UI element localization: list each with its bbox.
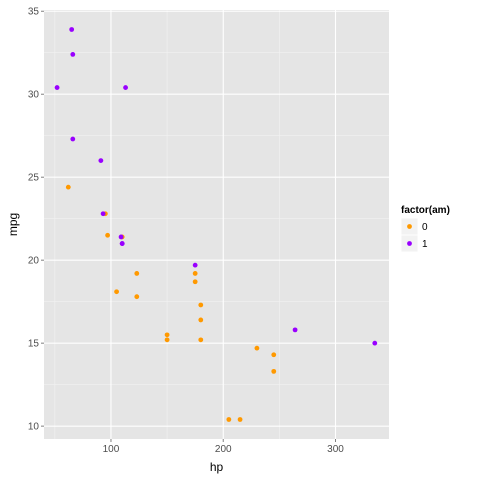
data-point-am-1: [192, 262, 198, 268]
data-point-am-1: [70, 51, 76, 57]
minor-gridlines: [44, 10, 389, 439]
x-tick-label: 300: [327, 444, 344, 455]
data-point-am-0: [192, 271, 198, 276]
legend-label-1: 1: [422, 239, 428, 250]
data-point-am-0: [237, 417, 243, 422]
legend-point-1: [407, 241, 412, 246]
data-point-am-1: [70, 136, 76, 142]
x-axis-title: hp: [210, 460, 224, 474]
data-point-am-1: [119, 241, 125, 246]
data-point-am-0: [271, 368, 277, 374]
major-gridlines: [44, 10, 389, 439]
legend-label-0: 0: [422, 222, 428, 233]
data-point-am-1: [123, 85, 128, 90]
y-axis-ticks: 10 15 20 25 30 35: [28, 7, 44, 433]
data-point-am-0: [105, 232, 110, 238]
data-point-am-1: [100, 211, 106, 217]
data-point-am-0: [198, 337, 204, 343]
data-point-am-1: [372, 340, 378, 346]
data-point-am-0: [65, 184, 71, 190]
legend: factor(am) 0 1: [400, 205, 450, 253]
data-point-am-0: [198, 317, 204, 323]
plot-panel: [44, 10, 389, 439]
data-point-am-1: [69, 27, 75, 32]
data-points: [54, 27, 378, 422]
x-tick-label: 200: [215, 444, 232, 455]
x-axis-ticks: 100 200 300: [103, 439, 344, 455]
data-point-am-0: [164, 337, 170, 343]
legend-point-0: [407, 224, 412, 229]
data-point-am-0: [198, 302, 204, 308]
x-tick-label: 100: [103, 444, 120, 455]
data-point-am-1: [292, 327, 298, 333]
data-point-am-0: [134, 294, 140, 300]
data-point-am-0: [271, 352, 277, 358]
data-point-am-0: [254, 345, 260, 351]
y-tick-label: 20: [28, 256, 40, 267]
y-tick-label: 25: [28, 173, 40, 184]
data-point-am-0: [164, 332, 170, 338]
y-tick-label: 15: [28, 339, 40, 350]
y-tick-label: 30: [28, 90, 40, 101]
data-point-am-1: [118, 234, 124, 240]
y-tick-label: 35: [28, 7, 40, 18]
data-point-am-0: [226, 417, 232, 422]
y-tick-label: 10: [28, 422, 40, 433]
data-point-am-1: [98, 158, 104, 164]
data-point-am-0: [192, 279, 198, 285]
data-point-am-0: [114, 289, 119, 295]
y-axis-title: mpg: [6, 213, 20, 236]
data-point-am-0: [134, 271, 140, 276]
legend-title: factor(am): [401, 205, 450, 216]
data-point-am-1: [54, 85, 60, 90]
